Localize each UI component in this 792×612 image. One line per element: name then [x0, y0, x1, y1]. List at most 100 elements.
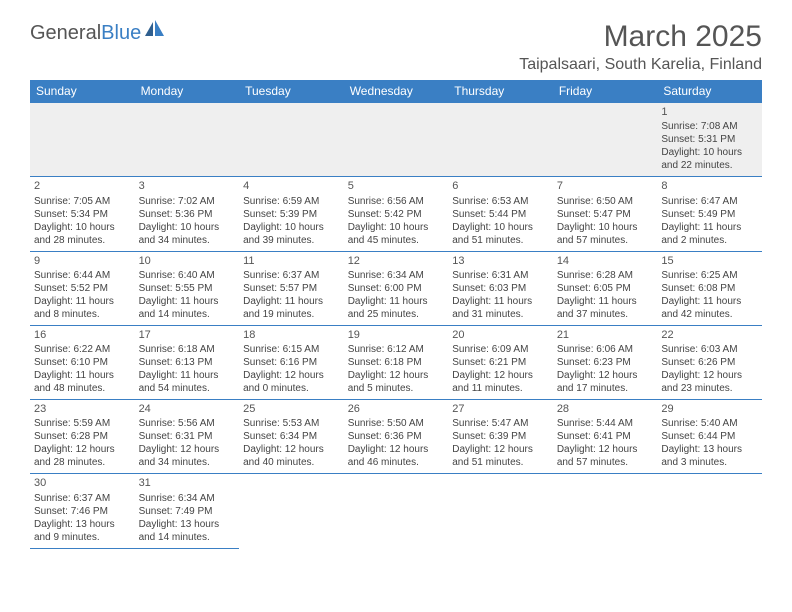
day-header-row: SundayMondayTuesdayWednesdayThursdayFrid…	[30, 80, 762, 103]
daylight-text: Daylight: 11 hours	[452, 295, 549, 308]
sunrise-text: Sunrise: 5:40 AM	[661, 417, 758, 430]
calendar-day: 16Sunrise: 6:22 AMSunset: 6:10 PMDayligh…	[30, 325, 135, 399]
calendar-day: 3Sunrise: 7:02 AMSunset: 5:36 PMDaylight…	[135, 177, 240, 251]
sunrise-text: Sunrise: 5:53 AM	[243, 417, 340, 430]
daylight-text: Daylight: 10 hours	[243, 221, 340, 234]
daylight-text: and 19 minutes.	[243, 308, 340, 321]
day-number: 24	[139, 402, 236, 416]
header: GeneralBlue March 2025 Taipalsaari, Sout…	[30, 20, 762, 74]
sunset-text: Sunset: 6:05 PM	[557, 282, 654, 295]
sunset-text: Sunset: 5:31 PM	[661, 133, 758, 146]
calendar-day: 12Sunrise: 6:34 AMSunset: 6:00 PMDayligh…	[344, 251, 449, 325]
day-number: 8	[661, 179, 758, 193]
sunrise-text: Sunrise: 6:03 AM	[661, 343, 758, 356]
daylight-text: Daylight: 12 hours	[243, 443, 340, 456]
sunrise-text: Sunrise: 5:56 AM	[139, 417, 236, 430]
daylight-text: and 31 minutes.	[452, 308, 549, 321]
sunset-text: Sunset: 6:00 PM	[348, 282, 445, 295]
daylight-text: Daylight: 12 hours	[34, 443, 131, 456]
daylight-text: Daylight: 11 hours	[661, 221, 758, 234]
calendar-week: 23Sunrise: 5:59 AMSunset: 6:28 PMDayligh…	[30, 400, 762, 474]
day-header: Monday	[135, 80, 240, 103]
sunrise-text: Sunrise: 6:22 AM	[34, 343, 131, 356]
sunset-text: Sunset: 6:18 PM	[348, 356, 445, 369]
day-number: 13	[452, 254, 549, 268]
daylight-text: and 3 minutes.	[661, 456, 758, 469]
sunset-text: Sunset: 5:47 PM	[557, 208, 654, 221]
sunrise-text: Sunrise: 6:50 AM	[557, 195, 654, 208]
sunrise-text: Sunrise: 5:44 AM	[557, 417, 654, 430]
calendar-body: 1Sunrise: 7:08 AMSunset: 5:31 PMDaylight…	[30, 103, 762, 549]
daylight-text: Daylight: 10 hours	[661, 146, 758, 159]
sunrise-text: Sunrise: 6:31 AM	[452, 269, 549, 282]
day-number: 20	[452, 328, 549, 342]
day-number: 25	[243, 402, 340, 416]
calendar-day: 22Sunrise: 6:03 AMSunset: 6:26 PMDayligh…	[657, 325, 762, 399]
calendar-day: 4Sunrise: 6:59 AMSunset: 5:39 PMDaylight…	[239, 177, 344, 251]
calendar-day-empty	[239, 103, 344, 177]
calendar-day: 25Sunrise: 5:53 AMSunset: 6:34 PMDayligh…	[239, 400, 344, 474]
daylight-text: Daylight: 10 hours	[452, 221, 549, 234]
day-number: 4	[243, 179, 340, 193]
day-number: 27	[452, 402, 549, 416]
sunset-text: Sunset: 5:55 PM	[139, 282, 236, 295]
calendar-day: 23Sunrise: 5:59 AMSunset: 6:28 PMDayligh…	[30, 400, 135, 474]
calendar-day: 5Sunrise: 6:56 AMSunset: 5:42 PMDaylight…	[344, 177, 449, 251]
sunrise-text: Sunrise: 7:08 AM	[661, 120, 758, 133]
daylight-text: Daylight: 12 hours	[452, 443, 549, 456]
sunset-text: Sunset: 5:49 PM	[661, 208, 758, 221]
daylight-text: Daylight: 10 hours	[34, 221, 131, 234]
calendar-day: 20Sunrise: 6:09 AMSunset: 6:21 PMDayligh…	[448, 325, 553, 399]
calendar-day: 29Sunrise: 5:40 AMSunset: 6:44 PMDayligh…	[657, 400, 762, 474]
daylight-text: Daylight: 13 hours	[34, 518, 131, 531]
day-number: 17	[139, 328, 236, 342]
daylight-text: and 11 minutes.	[452, 382, 549, 395]
daylight-text: Daylight: 11 hours	[661, 295, 758, 308]
sunrise-text: Sunrise: 6:34 AM	[139, 492, 236, 505]
calendar-week: 1Sunrise: 7:08 AMSunset: 5:31 PMDaylight…	[30, 103, 762, 177]
calendar-week: 30Sunrise: 6:37 AMSunset: 7:46 PMDayligh…	[30, 474, 762, 548]
daylight-text: Daylight: 12 hours	[348, 369, 445, 382]
day-number: 15	[661, 254, 758, 268]
daylight-text: and 22 minutes.	[661, 159, 758, 172]
day-number: 29	[661, 402, 758, 416]
calendar-day: 19Sunrise: 6:12 AMSunset: 6:18 PMDayligh…	[344, 325, 449, 399]
calendar-table: SundayMondayTuesdayWednesdayThursdayFrid…	[30, 80, 762, 549]
daylight-text: and 51 minutes.	[452, 234, 549, 247]
calendar-day: 13Sunrise: 6:31 AMSunset: 6:03 PMDayligh…	[448, 251, 553, 325]
sunset-text: Sunset: 5:42 PM	[348, 208, 445, 221]
daylight-text: and 42 minutes.	[661, 308, 758, 321]
day-number: 6	[452, 179, 549, 193]
sunrise-text: Sunrise: 6:37 AM	[34, 492, 131, 505]
day-number: 14	[557, 254, 654, 268]
sunset-text: Sunset: 6:44 PM	[661, 430, 758, 443]
sunset-text: Sunset: 6:03 PM	[452, 282, 549, 295]
calendar-day: 24Sunrise: 5:56 AMSunset: 6:31 PMDayligh…	[135, 400, 240, 474]
day-number: 28	[557, 402, 654, 416]
calendar-day: 28Sunrise: 5:44 AMSunset: 6:41 PMDayligh…	[553, 400, 658, 474]
calendar-day-empty	[344, 474, 449, 548]
sunset-text: Sunset: 5:52 PM	[34, 282, 131, 295]
calendar-day-empty	[344, 103, 449, 177]
daylight-text: and 5 minutes.	[348, 382, 445, 395]
sunset-text: Sunset: 6:39 PM	[452, 430, 549, 443]
day-number: 10	[139, 254, 236, 268]
sunset-text: Sunset: 5:57 PM	[243, 282, 340, 295]
calendar-day: 1Sunrise: 7:08 AMSunset: 5:31 PMDaylight…	[657, 103, 762, 177]
sunrise-text: Sunrise: 7:02 AM	[139, 195, 236, 208]
sunset-text: Sunset: 5:34 PM	[34, 208, 131, 221]
day-header: Friday	[553, 80, 658, 103]
daylight-text: and 34 minutes.	[139, 234, 236, 247]
calendar-day: 27Sunrise: 5:47 AMSunset: 6:39 PMDayligh…	[448, 400, 553, 474]
calendar-day-empty	[448, 474, 553, 548]
sunset-text: Sunset: 6:10 PM	[34, 356, 131, 369]
daylight-text: Daylight: 11 hours	[34, 295, 131, 308]
day-number: 12	[348, 254, 445, 268]
daylight-text: and 25 minutes.	[348, 308, 445, 321]
sunrise-text: Sunrise: 6:28 AM	[557, 269, 654, 282]
day-number: 3	[139, 179, 236, 193]
calendar-day: 6Sunrise: 6:53 AMSunset: 5:44 PMDaylight…	[448, 177, 553, 251]
sunset-text: Sunset: 6:28 PM	[34, 430, 131, 443]
daylight-text: and 28 minutes.	[34, 456, 131, 469]
daylight-text: Daylight: 10 hours	[348, 221, 445, 234]
